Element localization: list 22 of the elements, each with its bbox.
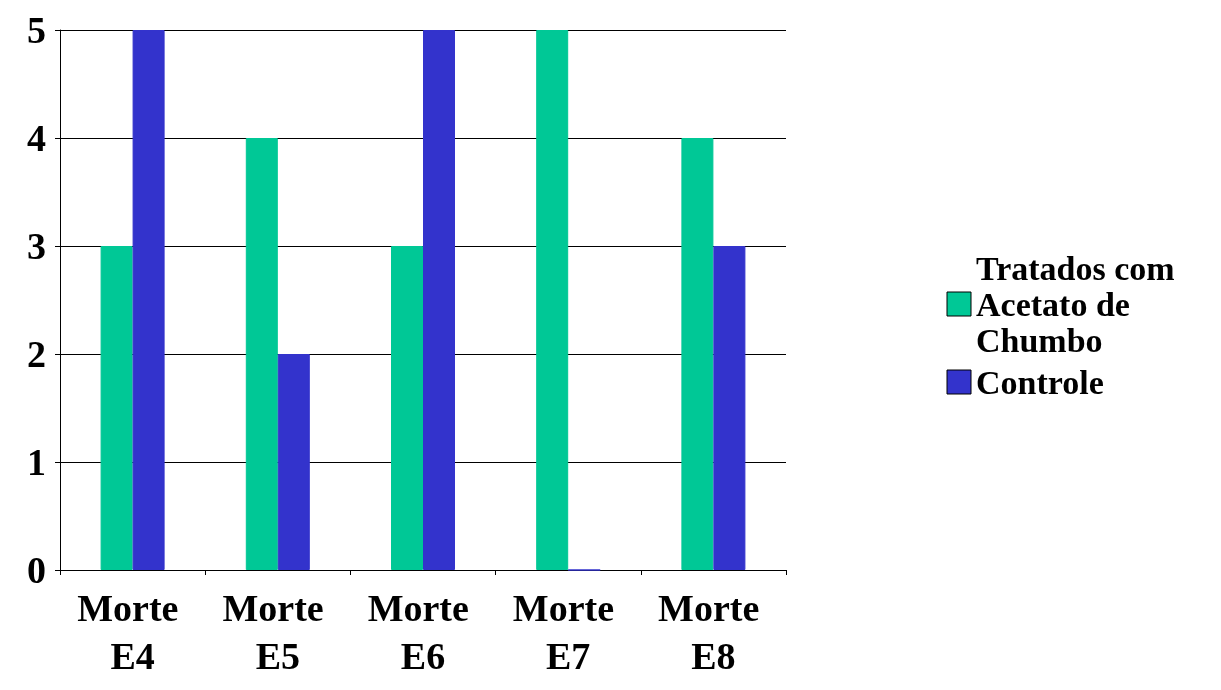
y-tick-label: 1 <box>27 441 46 483</box>
legend-label: Tratados com Acetato de Chumbo <box>976 249 1184 359</box>
x-tick-label: Morte E7 <box>512 587 624 677</box>
y-tick-label: 3 <box>27 225 46 267</box>
bar <box>391 246 423 570</box>
bar <box>132 30 165 570</box>
bar <box>100 246 133 570</box>
bar <box>277 354 310 570</box>
bar <box>245 138 278 570</box>
y-tick-label: 5 <box>27 9 46 51</box>
bar <box>713 246 746 570</box>
y-tick-label: 4 <box>27 117 46 159</box>
bar <box>681 138 714 570</box>
y-tick-label: 0 <box>27 549 46 591</box>
x-tick-label: Morte E5 <box>222 587 334 677</box>
y-tick-label: 2 <box>27 333 46 375</box>
legend-label: Controle <box>976 363 1104 401</box>
x-tick-label: Morte E6 <box>367 587 479 677</box>
bar <box>536 30 569 570</box>
bar <box>423 30 455 570</box>
x-tick-label: Morte E4 <box>77 587 188 677</box>
x-tick-label: Morte E8 <box>658 587 769 677</box>
